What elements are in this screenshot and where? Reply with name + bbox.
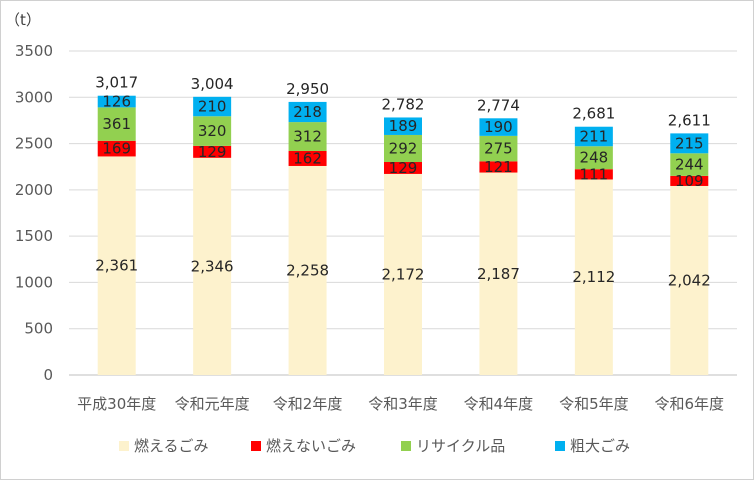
- data-label: 111: [580, 165, 609, 183]
- bar-segment: [193, 96, 232, 117]
- y-tick-label: 2000: [15, 181, 53, 199]
- bar-segment: [574, 169, 613, 180]
- bars: [97, 95, 709, 375]
- data-label: 275: [484, 140, 513, 158]
- x-tick-label: 平成30年度: [77, 395, 156, 413]
- bar-segment: [193, 116, 232, 146]
- total-label: 2,681: [572, 105, 615, 123]
- total-label: 2,774: [477, 96, 520, 114]
- data-label: 169: [102, 140, 131, 158]
- data-label: 215: [675, 134, 704, 152]
- data-label: 2,346: [191, 257, 234, 275]
- data-label: 129: [389, 159, 418, 177]
- bar-segment: [97, 95, 136, 108]
- bar-segment: [97, 107, 136, 141]
- bar-segment: [193, 145, 232, 158]
- data-label: 218: [293, 103, 322, 121]
- data-label: 2,361: [95, 257, 138, 275]
- x-tick-label: 令和3年度: [368, 395, 438, 413]
- bar-segment: [288, 101, 327, 123]
- total-label: 3,017: [95, 74, 138, 92]
- legend-swatch: [251, 441, 261, 451]
- data-label: 292: [389, 139, 418, 157]
- y-tick-label: 1500: [15, 227, 53, 245]
- data-label: 189: [389, 117, 418, 135]
- bar-segment: [97, 140, 136, 157]
- x-tick-label: 令和4年度: [464, 395, 534, 413]
- bar-segment: [97, 156, 136, 375]
- bar-segment: [384, 134, 422, 162]
- total-label: 2,611: [668, 111, 711, 129]
- bar-segment: [288, 122, 327, 151]
- data-label: 2,042: [668, 271, 711, 289]
- data-label: 244: [675, 156, 704, 174]
- x-axis-ticks: 平成30年度 令和元年度 令和2年度 令和3年度 令和4年度 令和5年度 令和6年度: [77, 395, 724, 413]
- y-tick-label: 3500: [15, 42, 53, 60]
- data-label: 2,187: [477, 265, 520, 283]
- total-label: 3,004: [191, 75, 234, 93]
- y-tick-label: 1000: [15, 273, 53, 291]
- bar-segment: [670, 175, 709, 186]
- bar-segment: [288, 150, 327, 166]
- bar-segment: [670, 153, 709, 176]
- legend-label: 燃えないごみ: [266, 437, 356, 455]
- x-tick-label: 令和5年度: [559, 395, 629, 413]
- data-label: 2,112: [572, 268, 615, 286]
- data-label: 190: [484, 118, 513, 136]
- legend-label: 燃えるごみ: [134, 437, 209, 455]
- y-tick-label: 2500: [15, 135, 53, 153]
- total-label: 2,782: [382, 95, 425, 113]
- bar-segment: [479, 135, 518, 162]
- data-label: 320: [198, 122, 227, 140]
- bar-segment: [193, 157, 232, 375]
- data-label: 2,172: [382, 265, 425, 283]
- data-label: 312: [293, 128, 322, 146]
- data-label: 162: [293, 149, 322, 167]
- data-label: 361: [102, 115, 131, 133]
- bar-segment: [670, 185, 709, 375]
- bar-segment: [384, 173, 422, 375]
- y-axis-ticks: 0 500 1000 1500 2000 2500 3000 3500: [15, 42, 53, 384]
- data-label: 109: [675, 172, 704, 190]
- data-label: 211: [580, 127, 609, 145]
- data-label: 129: [198, 143, 227, 161]
- legend-swatch: [401, 441, 411, 451]
- x-tick-label: 令和6年度: [655, 395, 725, 413]
- bar-segment: [384, 117, 422, 135]
- bar-segment: [574, 126, 613, 147]
- bar-segment: [670, 133, 709, 154]
- y-tick-label: 0: [43, 366, 53, 384]
- total-label: 2,950: [286, 80, 329, 98]
- bar-segment: [288, 165, 327, 375]
- data-label: 121: [484, 158, 513, 176]
- legend-label: 粗大ごみ: [570, 437, 630, 455]
- y-axis-unit: （t）: [5, 11, 41, 29]
- legend: 燃えるごみ 燃えないごみ リサイクル品 粗大ごみ: [119, 437, 630, 455]
- legend-swatch: [555, 441, 565, 451]
- bar-segment: [574, 146, 613, 170]
- bar-segment: [384, 161, 422, 174]
- bar-segment: [479, 161, 518, 173]
- y-tick-label: 3000: [15, 88, 53, 106]
- legend-label: リサイクル品: [416, 437, 505, 455]
- bar-segment: [479, 118, 518, 136]
- data-label: 248: [580, 149, 609, 167]
- data-label: 2,258: [286, 261, 329, 279]
- x-tick-label: 令和2年度: [273, 395, 343, 413]
- bar-segment: [479, 172, 518, 375]
- x-tick-label: 令和元年度: [175, 395, 250, 413]
- bar-segment: [574, 179, 613, 375]
- data-label: 126: [102, 93, 131, 111]
- data-label: 210: [198, 98, 227, 116]
- legend-swatch: [119, 441, 129, 451]
- y-tick-label: 500: [24, 320, 53, 338]
